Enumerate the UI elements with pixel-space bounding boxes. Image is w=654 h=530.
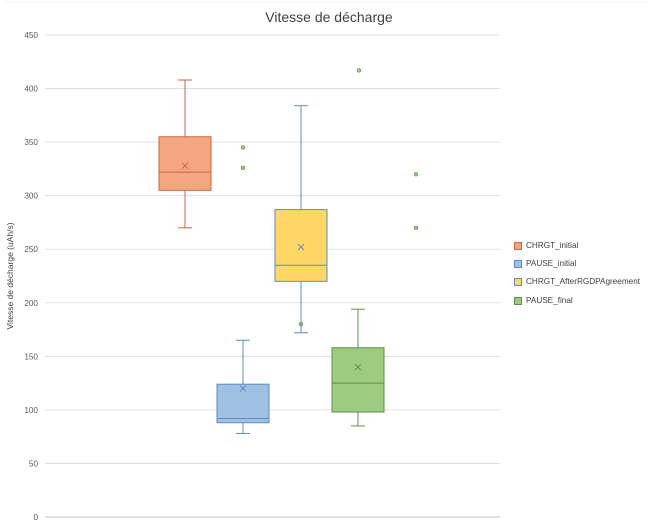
y-tick-label: 0 — [33, 513, 38, 522]
chart-legend: CHRGT_initial PAUSE_initial CHRGT_AfterRGD… — [514, 240, 652, 313]
legend-label: CHRGT_AfterRGDPAgreement — [526, 277, 641, 287]
iqr-box — [158, 136, 212, 191]
legend-item: PAUSE_initial — [514, 258, 652, 270]
iqr-box — [331, 347, 385, 413]
mean-marker — [297, 243, 305, 251]
mean-marker — [181, 162, 189, 170]
box-PAUSE_final — [331, 172, 419, 427]
legend-swatch — [514, 260, 522, 269]
y-tick-label: 200 — [24, 299, 38, 308]
legend-item: CHRGT_initial — [514, 240, 652, 252]
y-tick-label: 350 — [24, 138, 38, 147]
y-tick-label: 250 — [24, 245, 38, 254]
iqr-box — [274, 209, 328, 282]
outlier-point — [413, 225, 419, 230]
mean-marker — [239, 385, 247, 392]
legend-swatch — [514, 242, 522, 250]
outlier-point — [413, 172, 419, 177]
legend-label: PAUSE_initial — [526, 259, 577, 269]
y-tick-label: 450 — [24, 31, 38, 40]
y-axis-label: Vitesse de décharge (uAh/s) — [5, 222, 15, 329]
outlier-point — [240, 165, 246, 170]
y-tick-label: 50 — [29, 459, 39, 468]
y-tick-label: 400 — [24, 85, 38, 94]
mean-marker — [354, 363, 362, 371]
chart-title: Vitesse de décharge — [265, 9, 393, 25]
legend-label: PAUSE_final — [526, 295, 573, 305]
outlier-point — [240, 145, 246, 150]
legend-label: CHRGT_initial — [526, 241, 579, 250]
box-PAUSE_initial — [216, 322, 304, 434]
y-tick-label: 100 — [24, 406, 38, 415]
legend-item: PAUSE_final — [514, 295, 652, 307]
y-tick-label: 150 — [24, 352, 38, 361]
legend-swatch — [514, 278, 522, 287]
legend-swatch — [514, 296, 522, 305]
box-CHRGT_AfterRGDPAgreement — [274, 68, 362, 334]
outlier-point — [356, 68, 362, 73]
box-CHRGT_initial — [158, 79, 246, 229]
legend-item: CHRGT_AfterRGDPAgreement — [514, 276, 652, 288]
y-tick-label: 300 — [24, 192, 38, 201]
iqr-box — [216, 383, 270, 424]
